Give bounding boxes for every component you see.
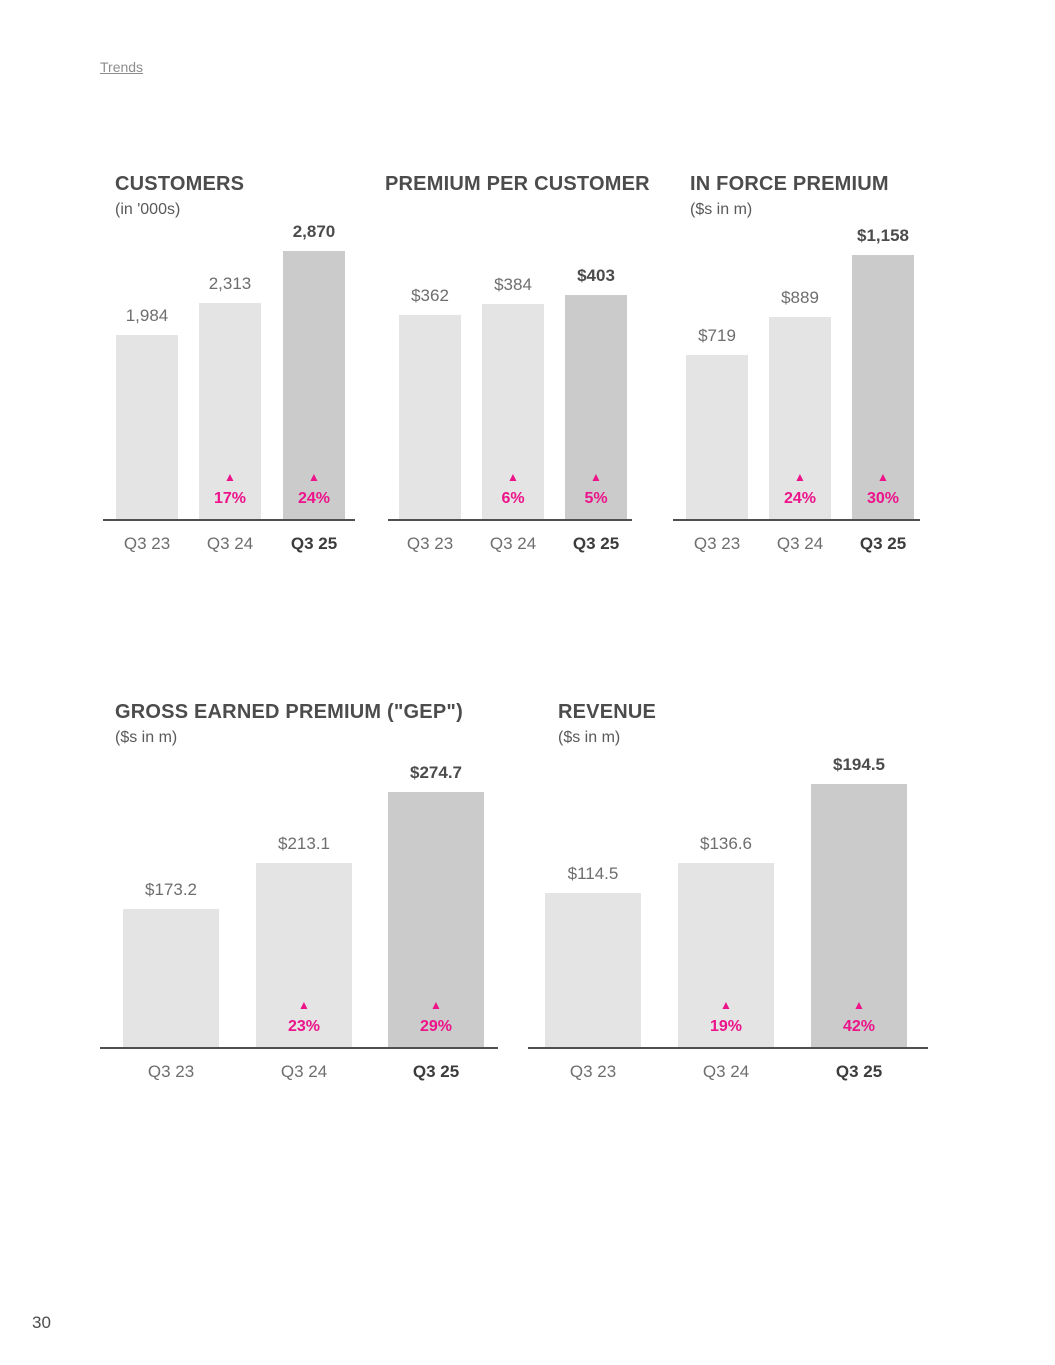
- category-label: Q3 24: [776, 534, 824, 553]
- bar-q3-25: [388, 792, 484, 1047]
- growth-percent-label: 24%: [297, 490, 331, 507]
- bar-value-label: $136.6: [700, 834, 752, 853]
- category-label: Q3 25: [572, 534, 620, 553]
- chart-title: PREMIUM PER CUSTOMER: [385, 173, 650, 195]
- bar-value-label: $403: [577, 266, 615, 285]
- category-label: Q3 25: [290, 534, 338, 553]
- growth-annotation: ▲ 6%: [482, 470, 544, 508]
- growth-percent-label: 5%: [584, 490, 608, 507]
- category-label: Q3 24: [206, 534, 254, 553]
- bar-q3-24: [256, 863, 352, 1047]
- bar-q3-23: [686, 355, 748, 519]
- chart-subtitle: (in '000s): [115, 201, 181, 218]
- growth-percent-label: 6%: [501, 490, 525, 507]
- bar-q3-24: [482, 304, 544, 519]
- bar-q3-23: [399, 315, 461, 519]
- bar-q3-25: [565, 295, 627, 519]
- bar-value-label: $719: [698, 326, 736, 345]
- growth-annotation: ▲ 24%: [769, 470, 831, 508]
- growth-up-arrow-icon: ▲: [853, 998, 865, 1012]
- bar-q3-25: [811, 784, 907, 1047]
- growth-up-arrow-icon: ▲: [590, 470, 602, 484]
- growth-annotation: ▲ 24%: [283, 470, 345, 508]
- x-axis-line: [103, 519, 355, 521]
- bar-value-label: $362: [411, 286, 449, 305]
- category-label: Q3 25: [859, 534, 907, 553]
- chart-subtitle: ($s in m): [115, 729, 178, 746]
- growth-annotation: ▲ 42%: [811, 998, 907, 1036]
- growth-annotation: ▲ 5%: [565, 470, 627, 508]
- bar-q3-25: [852, 255, 914, 519]
- chart-title: REVENUE: [558, 701, 657, 723]
- category-label: Q3 23: [569, 1062, 617, 1081]
- bar-value-label: $274.7: [410, 763, 462, 782]
- growth-percent-label: 42%: [842, 1018, 876, 1035]
- category-label: Q3 24: [702, 1062, 750, 1081]
- bar-value-label: $1,158: [857, 226, 909, 245]
- bar-value-label: $384: [494, 275, 532, 294]
- category-label: Q3 24: [280, 1062, 328, 1081]
- growth-up-arrow-icon: ▲: [298, 998, 310, 1012]
- bar-q3-23: [123, 909, 219, 1047]
- growth-percent-label: 23%: [287, 1018, 321, 1035]
- growth-annotation: ▲ 30%: [852, 470, 914, 508]
- x-axis-line: [528, 1047, 928, 1049]
- growth-up-arrow-icon: ▲: [877, 470, 889, 484]
- chart-subtitle: ($s in m): [558, 729, 621, 746]
- growth-annotation: ▲ 23%: [256, 998, 352, 1036]
- growth-percent-label: 24%: [783, 490, 817, 507]
- category-label: Q3 24: [489, 534, 537, 553]
- category-label: Q3 23: [123, 534, 171, 553]
- growth-annotation: ▲ 29%: [388, 998, 484, 1036]
- bar-q3-23: [116, 335, 178, 519]
- bar-q3-24: [769, 317, 831, 519]
- category-label: Q3 25: [412, 1062, 460, 1081]
- growth-up-arrow-icon: ▲: [794, 470, 806, 484]
- bar-value-label: $213.1: [278, 834, 330, 853]
- growth-percent-label: 30%: [866, 490, 900, 507]
- category-label: Q3 23: [693, 534, 741, 553]
- bar-q3-24: [678, 863, 774, 1047]
- x-axis-line: [388, 519, 632, 521]
- bar-value-label: $114.5: [567, 864, 619, 883]
- growth-annotation: ▲ 17%: [199, 470, 261, 508]
- page-number: 30: [32, 1313, 51, 1332]
- growth-up-arrow-icon: ▲: [720, 998, 732, 1012]
- bar-value-label: 2,870: [292, 222, 336, 241]
- bar-q3-23: [545, 893, 641, 1047]
- growth-up-arrow-icon: ▲: [224, 470, 236, 484]
- trends-link[interactable]: Trends: [100, 59, 144, 75]
- bar-q3-25: [283, 251, 345, 519]
- growth-up-arrow-icon: ▲: [308, 470, 320, 484]
- bar-value-label: 1,984: [125, 306, 169, 325]
- chart-title: CUSTOMERS: [115, 173, 245, 195]
- growth-percent-label: 29%: [419, 1018, 453, 1035]
- growth-up-arrow-icon: ▲: [507, 470, 519, 484]
- bar-value-label: 2,313: [208, 274, 252, 293]
- x-axis-line: [673, 519, 920, 521]
- x-axis-line: [100, 1047, 498, 1049]
- chart-title: GROSS EARNED PREMIUM ("GEP"): [115, 701, 463, 723]
- growth-percent-label: 17%: [213, 490, 247, 507]
- growth-annotation: ▲ 19%: [678, 998, 774, 1036]
- category-label: Q3 25: [835, 1062, 883, 1081]
- bar-value-label: $889: [781, 288, 819, 307]
- bar-value-label: $194.5: [833, 755, 885, 774]
- bar-value-label: $173.2: [145, 880, 197, 899]
- growth-up-arrow-icon: ▲: [430, 998, 442, 1012]
- chart-subtitle: ($s in m): [690, 201, 753, 218]
- growth-percent-label: 19%: [709, 1018, 743, 1035]
- category-label: Q3 23: [406, 534, 454, 553]
- bar-q3-24: [199, 303, 261, 519]
- category-label: Q3 23: [147, 1062, 195, 1081]
- chart-title: IN FORCE PREMIUM: [690, 173, 889, 195]
